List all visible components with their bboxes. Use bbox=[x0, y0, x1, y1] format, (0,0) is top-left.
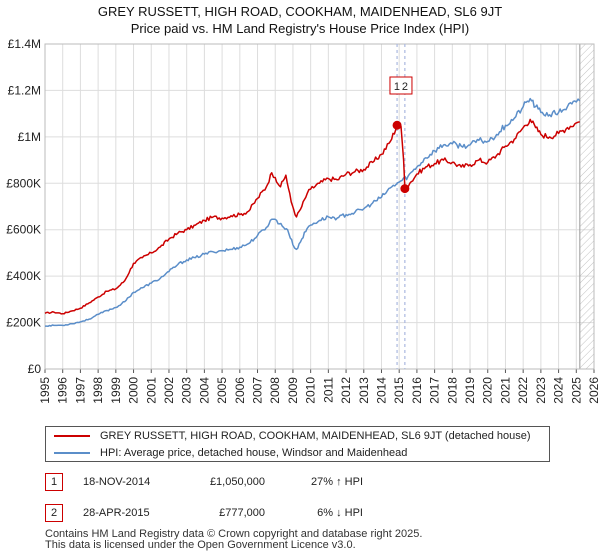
transaction-point bbox=[392, 120, 402, 130]
forecast-region bbox=[579, 44, 594, 369]
x-tick-label: 1996 bbox=[56, 377, 70, 404]
y-tick-label: £1M bbox=[18, 130, 41, 144]
y-tick-label: £0 bbox=[28, 362, 42, 376]
x-tick-label: 2008 bbox=[268, 377, 282, 404]
x-tick-label: 2023 bbox=[534, 377, 548, 404]
x-tick-label: 2015 bbox=[392, 377, 406, 404]
x-tick-label: 2000 bbox=[127, 377, 141, 404]
chart-title: GREY RUSSETT, HIGH ROAD, COOKHAM, MAIDEN… bbox=[97, 4, 503, 19]
x-tick-label: 2024 bbox=[552, 377, 566, 404]
transaction-label-number: 2 bbox=[402, 81, 408, 93]
grid bbox=[44, 43, 595, 370]
x-tick-label: 1997 bbox=[73, 377, 87, 404]
x-tick-label: 2017 bbox=[428, 377, 442, 404]
x-tick-label: 2026 bbox=[587, 377, 600, 404]
hpi-line bbox=[45, 97, 581, 328]
x-tick-label: 2016 bbox=[410, 377, 424, 404]
x-tick-label: 2010 bbox=[304, 377, 318, 404]
transaction-label-number: 1 bbox=[394, 81, 400, 93]
transaction-points bbox=[392, 120, 410, 194]
property-price-line bbox=[44, 118, 580, 315]
x-tick-label: 2022 bbox=[516, 377, 530, 404]
plot-border bbox=[44, 43, 595, 370]
x-tick-label: 2006 bbox=[233, 377, 247, 404]
transaction-row: 2 28-APR-2015 £777,000 6% ↓ HPI bbox=[45, 504, 565, 526]
y-tick-label: £1.4M bbox=[8, 37, 41, 51]
x-tick-label: 2005 bbox=[215, 377, 229, 404]
footer-copyright: Contains HM Land Registry data © Crown c… bbox=[45, 528, 423, 540]
x-tick-label: 2009 bbox=[286, 377, 300, 404]
y-tick-label: £400K bbox=[6, 269, 41, 283]
series bbox=[44, 97, 581, 328]
x-tick-label: 2014 bbox=[374, 377, 388, 404]
x-tick-label: 2018 bbox=[445, 377, 459, 404]
legend-label-property: GREY RUSSETT, HIGH ROAD, COOKHAM, MAIDEN… bbox=[100, 430, 531, 442]
transaction-number-badge: 1 bbox=[45, 473, 63, 491]
legend: GREY RUSSETT, HIGH ROAD, COOKHAM, MAIDEN… bbox=[45, 426, 550, 462]
footer-license: This data is licensed under the Open Gov… bbox=[45, 539, 356, 551]
x-tick-label: 2004 bbox=[197, 377, 211, 404]
x-tick-label: 1998 bbox=[91, 377, 105, 404]
x-tick-label: 2002 bbox=[162, 377, 176, 404]
transaction-point bbox=[400, 184, 410, 194]
transaction-label-box bbox=[389, 76, 413, 95]
legend-item-hpi: HPI: Average price, detached house, Wind… bbox=[54, 444, 407, 462]
transaction-date: 28-APR-2015 bbox=[83, 507, 150, 519]
x-tick-label: 2012 bbox=[339, 377, 353, 404]
transaction-price: £777,000 bbox=[219, 507, 265, 519]
transaction-number-badge: 2 bbox=[45, 504, 63, 522]
x-tick-label: 2013 bbox=[357, 377, 371, 404]
x-tick-label: 2001 bbox=[144, 377, 158, 404]
y-tick-label: £800K bbox=[6, 176, 41, 190]
legend-swatch-hpi bbox=[54, 452, 90, 454]
x-tick-label: 2020 bbox=[481, 377, 495, 404]
transaction-hpi-change: 6% ↓ HPI bbox=[317, 507, 363, 519]
plot-area bbox=[44, 43, 595, 370]
y-tick-label: £600K bbox=[6, 223, 41, 237]
transaction-date: 18-NOV-2014 bbox=[83, 476, 151, 488]
x-tick-label: 2019 bbox=[463, 377, 477, 404]
forecast-hatch bbox=[579, 44, 594, 369]
x-tick-label: 1995 bbox=[38, 377, 52, 404]
y-tick-label: £200K bbox=[6, 316, 41, 330]
legend-item-property: GREY RUSSETT, HIGH ROAD, COOKHAM, MAIDEN… bbox=[54, 427, 531, 445]
x-tick-label: 1999 bbox=[109, 377, 123, 404]
x-tick-label: 2011 bbox=[321, 377, 335, 403]
axes: £0 £200K £400K £600K £800K £1M £1.2M £1.4M 1995 1… bbox=[6, 37, 600, 404]
x-tick-label: 2021 bbox=[498, 377, 512, 404]
transaction-price: £1,050,000 bbox=[209, 476, 265, 488]
price-chart: £0 £200K £400K £600K £800K £1M £1.2M £1.4M 1995 1… bbox=[6, 37, 600, 404]
legend-swatch-property bbox=[54, 435, 90, 437]
chart-subtitle: Price paid vs. HM Land Registry's House … bbox=[130, 21, 470, 36]
transaction-row: 1 18-NOV-2014 £1,050,000 27% ↑ HPI bbox=[45, 473, 565, 495]
x-tick-label: 2025 bbox=[569, 377, 583, 404]
legend-label-hpi: HPI: Average price, detached house, Wind… bbox=[100, 447, 408, 459]
transaction-hpi-change: 27% ↑ HPI bbox=[311, 476, 363, 488]
x-tick-label: 2007 bbox=[251, 377, 265, 404]
x-tick-label: 2003 bbox=[180, 377, 194, 404]
y-tick-label: £1.2M bbox=[8, 83, 41, 97]
footer: Contains HM Land Registry data © Crown c… bbox=[45, 529, 585, 551]
